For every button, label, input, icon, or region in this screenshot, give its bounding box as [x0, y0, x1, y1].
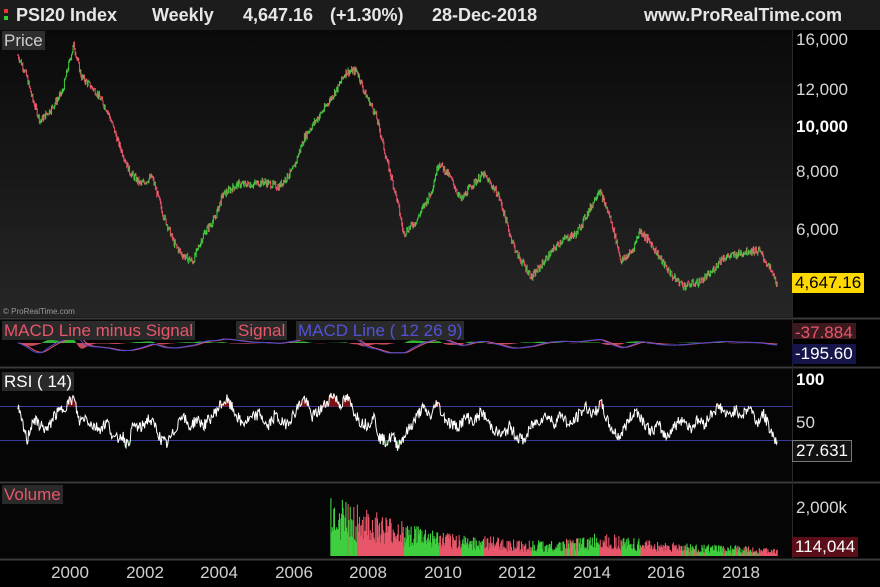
header-change: (+1.30%) [330, 5, 404, 25]
header-website[interactable]: www.ProRealTime.com [644, 5, 843, 25]
price-tick-6000: 6,000 [796, 220, 839, 239]
x-tick-2004: 2004 [200, 563, 238, 582]
price-panel-bg [0, 30, 792, 317]
rsi-line [0, 392, 792, 451]
rsi-series-line [17, 392, 778, 451]
macd-params-label: ( 12 26 9) [389, 321, 463, 340]
x-tick-2000: 2000 [51, 563, 89, 582]
x-tick-2002: 2002 [126, 563, 164, 582]
price-panel-label: Price [2, 31, 45, 50]
volume-value-tag: 114,044 [792, 537, 859, 557]
price-tick-16000: 16,000 [796, 30, 848, 49]
rsi-tick-50: 50 [796, 413, 815, 432]
axis-bg [792, 30, 880, 560]
header-symbol: PSI20 Index [16, 5, 118, 25]
x-tick-2012: 2012 [498, 563, 536, 582]
rsi-tick-100: 100 [796, 370, 825, 389]
header-date: 28-Dec-2018 [432, 5, 538, 25]
macd-lines [17, 331, 778, 354]
header-bar [0, 0, 880, 30]
x-tick-2018: 2018 [722, 563, 760, 582]
x-tick-2014: 2014 [573, 563, 611, 582]
macd-signal-label: Signal [236, 321, 288, 340]
volume-tick-2000k: 2,000k [796, 498, 848, 517]
x-tick-2016: 2016 [647, 563, 685, 582]
volume-panel-label: Volume [2, 485, 63, 504]
macd-line-value-tag: -195.60 [792, 344, 856, 364]
macd-histogram-value-tag: -37.884 [792, 323, 856, 339]
price-tick-10000: 10,000 [796, 117, 848, 136]
header-timeframe: Weekly [152, 5, 214, 25]
macd-line-label-group: MACD Line ( 12 26 9) [296, 321, 465, 340]
x-tick-2006: 2006 [275, 563, 313, 582]
price-candles [17, 41, 778, 291]
macd-line-label: MACD Line [298, 321, 385, 340]
price-tick-8000: 8,000 [796, 162, 839, 181]
macd-main-line [17, 331, 778, 354]
status-dots-icon [4, 9, 10, 23]
rsi-value-tag: 27.631 [792, 440, 852, 462]
last-price-tag: 4,647.16 [792, 273, 865, 293]
x-tick-2008: 2008 [349, 563, 387, 582]
rsi-panel-label: RSI ( 14) [2, 372, 75, 391]
x-tick-2010: 2010 [424, 563, 462, 582]
macd-histogram-label: MACD Line minus Signal [2, 321, 195, 340]
header-price: 4,647.16 [243, 5, 314, 25]
price-tick-12000: 12,000 [796, 80, 848, 99]
watermark: © ProRealTime.com [3, 307, 75, 316]
volume-bars [330, 498, 778, 556]
